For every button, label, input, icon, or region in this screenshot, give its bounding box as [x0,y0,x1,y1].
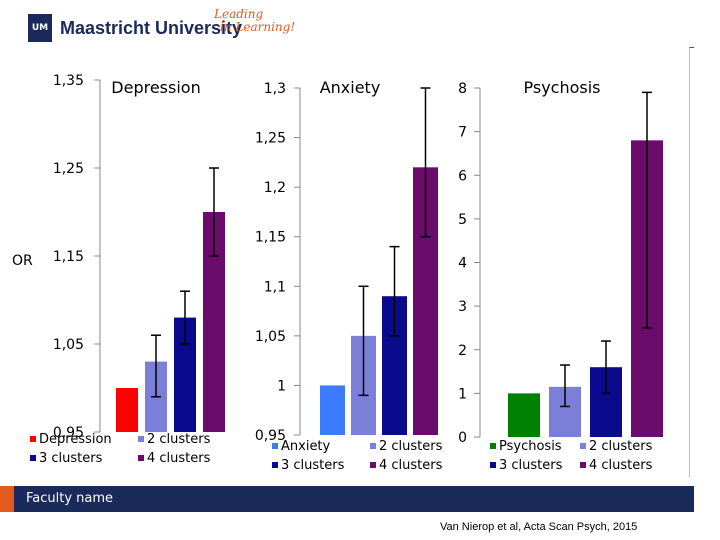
y-tick-label: 1,35 [53,73,84,89]
legend-label: 2 clusters [379,439,443,454]
legend-label: 3 clusters [499,458,563,473]
y-tick-label: 7 [458,125,467,141]
y-tick-label: 1,25 [53,161,84,177]
legend-label: 3 clusters [39,451,103,466]
legend-swatch [138,436,144,442]
y-tick-label: 0,95 [53,425,84,441]
y-tick-label: 2 [458,343,467,359]
bar [174,317,196,432]
legend-label: 3 clusters [281,458,345,473]
y-tick-label: 3 [458,299,467,315]
chart-title: Depression [111,78,200,97]
legend-swatch [272,462,278,468]
legend-swatch [30,436,36,442]
y-tick-label: 1,3 [264,81,286,97]
legend-swatch [272,443,278,449]
slogan-line-1: Leading [214,7,264,21]
y-tick-label: 1,1 [264,279,286,295]
y-tick-label: 5 [458,212,467,228]
legend-label: Depression [39,432,112,447]
bar [116,388,138,432]
legend-swatch [580,443,586,449]
logo-text: UM [31,22,49,33]
legend-swatch [490,443,496,449]
faculty-name: Faculty name [26,491,114,506]
legend-swatch [580,462,586,468]
charts-canvas: 0,951,051,151,251,35 DepressionORDepressi… [12,73,663,473]
legend-swatch [138,455,144,461]
y-tick-label: 1,05 [255,329,286,345]
y-tick-label: 1,15 [255,230,286,246]
y-tick-label: 1,05 [53,337,84,353]
right-divider [689,47,694,477]
slogan-line-2: in Learning! [220,20,296,34]
legend-label: 4 clusters [589,458,653,473]
slogan: Leading in Learning! [214,8,295,34]
university-name: Maastricht University [60,18,243,38]
y-tick-label: 1,2 [264,180,286,196]
y-tick-label: 0,95 [255,428,286,444]
legend-swatch [490,462,496,468]
chart-title: Psychosis [523,78,600,97]
legend-label: Psychosis [499,439,562,454]
bar [320,385,345,435]
y-tick-label: 1 [277,378,286,394]
legend-label: 4 clusters [147,451,211,466]
legend-label: Anxiety [281,439,331,454]
legend-swatch [370,462,376,468]
header: UM Maastricht University Leading in Lear… [0,0,720,50]
citation: Van Nierop et al, Acta Scan Psych, 2015 [440,521,638,533]
footer-bar [0,486,694,512]
legend-label: 2 clusters [147,432,211,447]
bar [508,393,540,437]
legend-swatch [30,455,36,461]
university-logo-icon: UM [28,14,52,42]
y-tick-label: 1,15 [53,249,84,265]
y-tick-label: 4 [458,256,467,272]
chart-title: Anxiety [320,78,381,97]
legend-swatch [370,443,376,449]
footer-accent [0,486,14,512]
legend-label: 4 clusters [379,458,443,473]
legend-label: 2 clusters [589,439,653,454]
bar [203,212,225,432]
y-axis-label: OR [12,253,33,269]
y-tick-label: 1,25 [255,131,286,147]
y-tick-label: 0 [458,430,467,446]
y-tick-label: 8 [458,81,467,97]
y-tick-label: 1 [458,386,467,402]
y-tick-label: 6 [458,168,467,184]
